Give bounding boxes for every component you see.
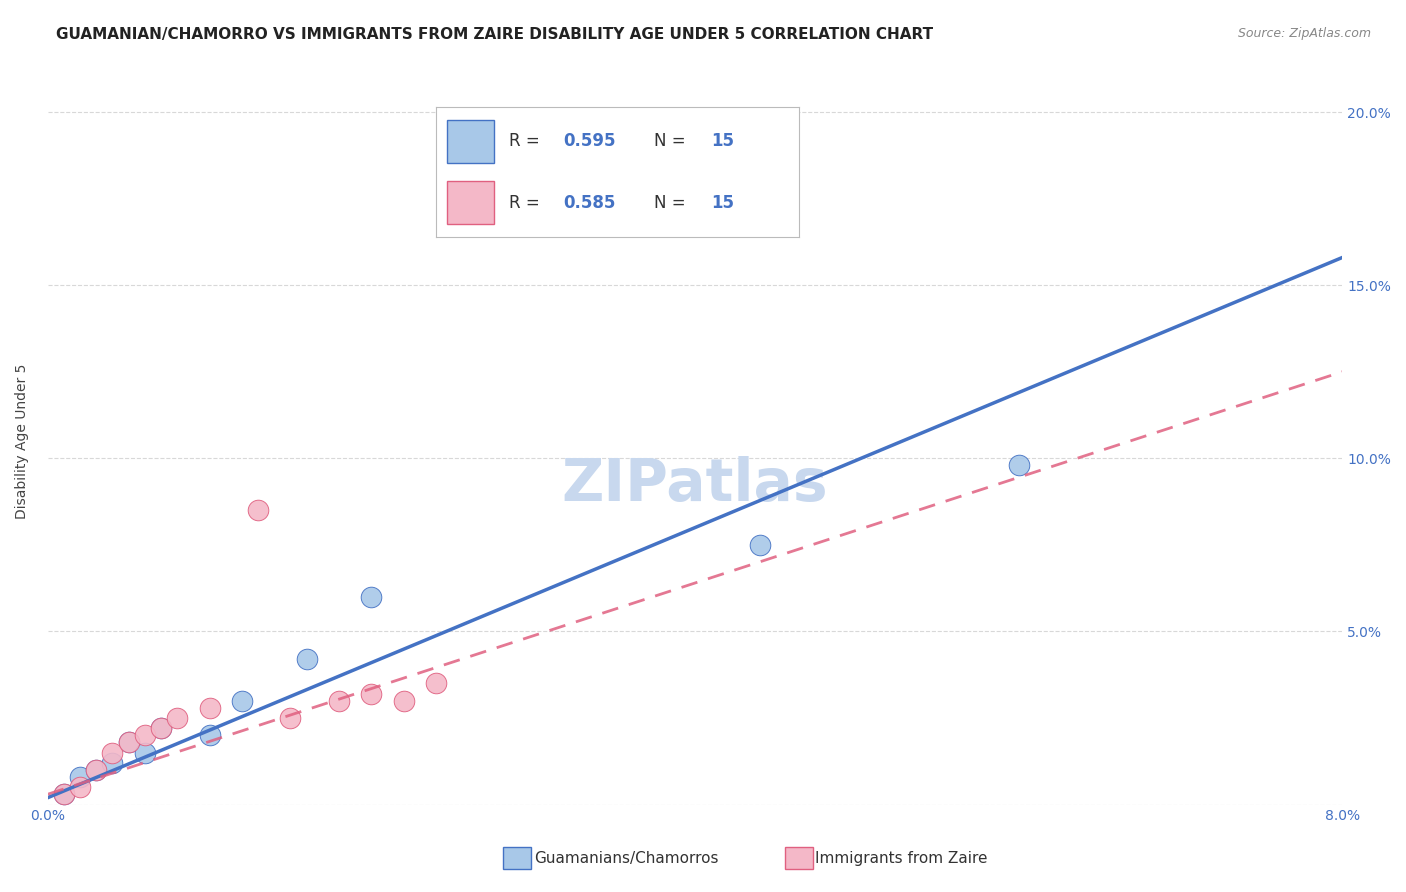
Point bbox=[247, 503, 270, 517]
Point bbox=[69, 770, 91, 784]
Point bbox=[489, 209, 512, 223]
Point bbox=[360, 590, 382, 604]
Text: Immigrants from Zaire: Immigrants from Zaire bbox=[815, 851, 988, 865]
Point bbox=[748, 538, 770, 552]
Text: Guamanians/Chamorros: Guamanians/Chamorros bbox=[534, 851, 718, 865]
Point bbox=[295, 652, 318, 666]
Point bbox=[118, 735, 141, 749]
Point bbox=[150, 722, 173, 736]
Text: ZIPatlas: ZIPatlas bbox=[561, 456, 828, 513]
Point bbox=[118, 735, 141, 749]
Point bbox=[52, 787, 75, 801]
Point bbox=[52, 787, 75, 801]
Point bbox=[328, 694, 350, 708]
Point bbox=[198, 728, 221, 742]
Point bbox=[280, 711, 302, 725]
Point bbox=[101, 756, 124, 770]
Point bbox=[134, 728, 156, 742]
Point bbox=[150, 722, 173, 736]
Text: GUAMANIAN/CHAMORRO VS IMMIGRANTS FROM ZAIRE DISABILITY AGE UNDER 5 CORRELATION C: GUAMANIAN/CHAMORRO VS IMMIGRANTS FROM ZA… bbox=[56, 27, 934, 42]
Point bbox=[198, 700, 221, 714]
Point bbox=[84, 763, 107, 777]
Point bbox=[134, 746, 156, 760]
Point bbox=[101, 746, 124, 760]
Point bbox=[425, 676, 447, 690]
Point bbox=[84, 763, 107, 777]
Point bbox=[1007, 458, 1029, 473]
Text: Source: ZipAtlas.com: Source: ZipAtlas.com bbox=[1237, 27, 1371, 40]
Point bbox=[166, 711, 188, 725]
Point bbox=[651, 209, 673, 223]
Point bbox=[231, 694, 253, 708]
Point bbox=[360, 687, 382, 701]
Point bbox=[392, 694, 415, 708]
Point bbox=[69, 780, 91, 795]
Y-axis label: Disability Age Under 5: Disability Age Under 5 bbox=[15, 363, 30, 519]
